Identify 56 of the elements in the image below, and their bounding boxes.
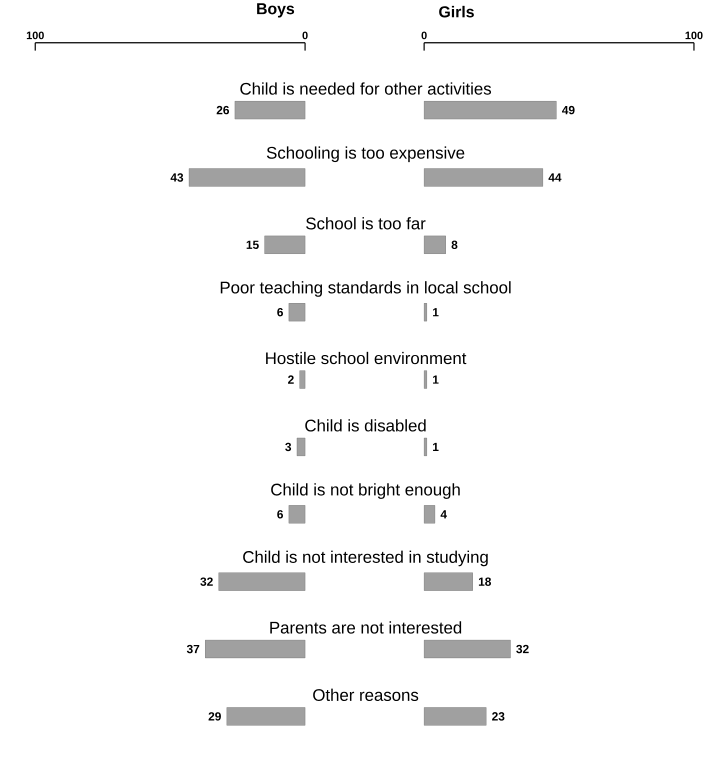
data-label: 18	[479, 577, 492, 586]
data-label: 6	[277, 308, 284, 316]
y-tick-label: Parents are not interested	[270, 621, 462, 634]
chart-title: Girls	[439, 6, 474, 18]
bar	[296, 438, 306, 456]
data-label: 49	[562, 106, 575, 114]
bar	[424, 505, 436, 524]
data-label: 32	[516, 644, 529, 654]
bar	[264, 236, 306, 254]
x-tick-label: 100	[686, 32, 703, 40]
bar	[424, 370, 428, 389]
bar	[300, 370, 306, 389]
data-label: 32	[200, 577, 213, 586]
x-tick-label: 100	[26, 32, 44, 40]
bar	[188, 168, 306, 187]
bar	[205, 640, 306, 658]
data-label: 6	[277, 510, 284, 518]
data-label: 44	[548, 173, 562, 182]
data-label: 3	[285, 442, 292, 452]
y-tick-label: Child is not bright enough	[271, 483, 460, 499]
bar	[424, 100, 557, 120]
chart-title: Boys	[257, 3, 294, 18]
bar	[226, 707, 306, 726]
data-label: 29	[208, 712, 222, 721]
bar	[218, 572, 306, 591]
bar	[424, 303, 428, 322]
data-label: 1	[433, 442, 439, 452]
bar	[288, 505, 306, 524]
y-tick-label: Child is needed for other activities	[240, 82, 492, 95]
data-label: 23	[492, 712, 505, 721]
data-label: 1	[433, 308, 439, 316]
data-label: 37	[186, 644, 200, 654]
bar	[288, 303, 306, 322]
bar	[424, 236, 446, 254]
data-label: 26	[216, 106, 230, 114]
y-tick-label: Hostile school environment	[266, 352, 466, 364]
y-tick-label: Other reasons	[313, 688, 418, 701]
y-tick-label: School is too far	[306, 217, 426, 230]
y-tick-label: Child is disabled	[305, 419, 426, 432]
x-tick-label: 0	[302, 32, 308, 40]
x-tick-label: 0	[422, 32, 427, 40]
data-label: 8	[452, 240, 458, 250]
bar	[424, 640, 511, 658]
y-tick-label: Schooling is too expensive	[266, 146, 464, 162]
bar	[424, 572, 473, 591]
bar	[424, 707, 486, 726]
bar	[424, 168, 544, 187]
y-tick-label: Poor teaching standards in local school	[220, 281, 511, 297]
data-label: 43	[170, 173, 184, 182]
y-tick-label: Child is not interested in studying	[243, 550, 488, 566]
data-label: 15	[246, 240, 259, 249]
data-label: 4	[440, 510, 448, 518]
bar	[424, 438, 428, 456]
data-label: 1	[433, 375, 439, 384]
data-label: 2	[288, 375, 294, 384]
bar	[234, 100, 306, 120]
